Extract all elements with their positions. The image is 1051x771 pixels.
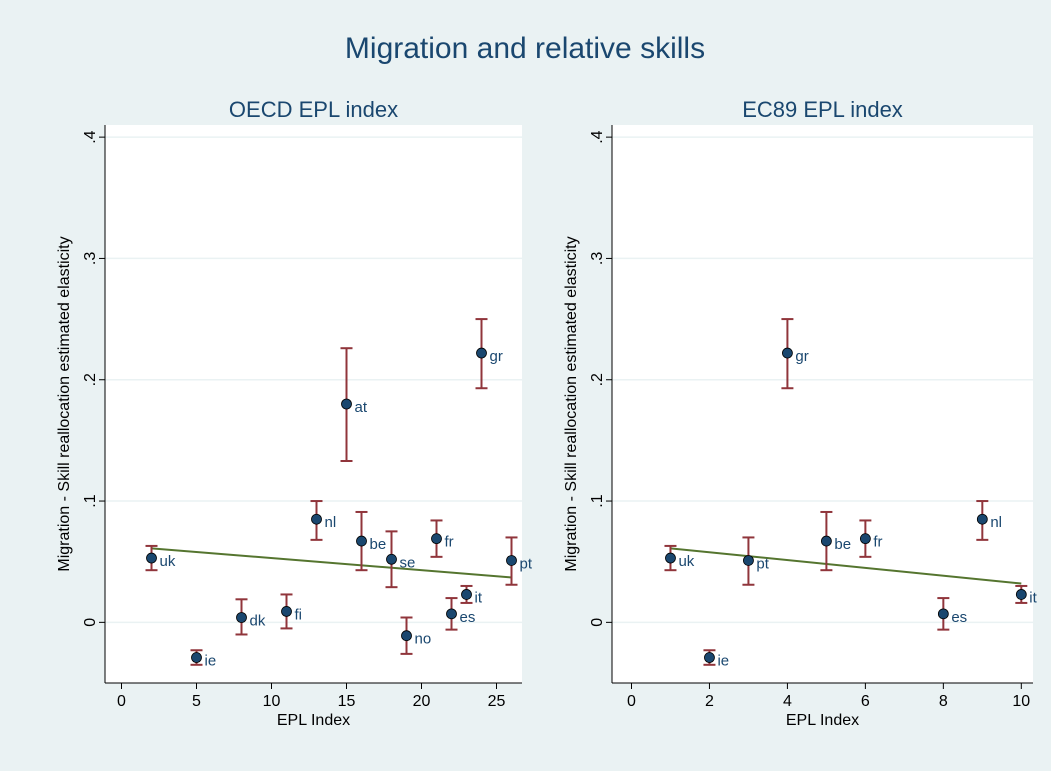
y-tick-label: .4 <box>589 130 606 143</box>
fit-line <box>151 547 512 579</box>
point-label: at <box>355 399 368 416</box>
y-tick-label: .2 <box>82 373 99 386</box>
x-tick-label: 25 <box>488 693 506 710</box>
point <box>1015 589 1027 600</box>
x-tick-label: 15 <box>338 693 356 710</box>
y-tick-label: .3 <box>82 252 99 265</box>
y-tick-label: 0 <box>82 618 99 627</box>
y-tick-label: .2 <box>589 373 606 386</box>
point <box>191 652 202 663</box>
point <box>281 606 292 617</box>
point-label: nl <box>990 514 1002 531</box>
point <box>356 535 367 547</box>
y-tick-label: .1 <box>82 494 99 507</box>
point-label: it <box>475 589 483 606</box>
x-tick-label: 6 <box>861 693 870 710</box>
x-tick-label: 0 <box>627 693 636 710</box>
x-tick-label: 4 <box>783 693 792 710</box>
point <box>236 612 247 623</box>
point-label: se <box>400 554 416 571</box>
x-tick-label: 0 <box>117 693 126 710</box>
point <box>476 347 487 359</box>
x-tick-label: 20 <box>413 693 431 710</box>
point-label: nl <box>325 514 337 531</box>
point-label: ie <box>205 653 217 670</box>
x-tick-label: 10 <box>263 693 281 710</box>
point-label: gr <box>490 348 503 365</box>
point <box>782 347 793 359</box>
x-tick-label: 8 <box>939 693 948 710</box>
point-label: ie <box>717 653 729 670</box>
x-tick-label: 10 <box>1012 693 1030 710</box>
x-axis-label: EPL Index <box>786 712 859 729</box>
point <box>341 398 352 410</box>
point <box>386 553 397 565</box>
panel-title: OECD EPL index <box>229 97 398 122</box>
point <box>311 513 322 525</box>
y-tick-label: .3 <box>589 252 606 265</box>
point <box>446 608 457 620</box>
point-label: uk <box>160 553 176 570</box>
point <box>146 552 157 564</box>
y-axis-label: Migration - Skill reallocation estimated… <box>56 236 73 571</box>
point <box>401 630 412 642</box>
plot-area <box>105 125 522 683</box>
point-label: it <box>1029 589 1037 606</box>
x-axis-label: EPL Index <box>277 712 350 729</box>
point <box>431 533 442 545</box>
point-label: no <box>415 631 432 648</box>
y-tick-label: .1 <box>589 494 606 507</box>
y-axis-label: Migration - Skill reallocation estimated… <box>563 236 580 571</box>
point <box>976 513 988 525</box>
point <box>937 608 949 620</box>
y-tick-label: 0 <box>589 618 606 627</box>
point <box>859 533 871 545</box>
fit-line <box>670 547 1022 585</box>
point-label: be <box>370 536 387 553</box>
x-tick-label: 5 <box>192 693 201 710</box>
point-label: es <box>951 609 967 626</box>
point-label: fi <box>295 606 303 623</box>
point <box>704 652 715 663</box>
point-label: fr <box>445 534 454 551</box>
point-label: gr <box>795 348 808 365</box>
point-label: uk <box>678 553 694 570</box>
panel-title: EC89 EPL index <box>742 97 903 122</box>
x-tick-label: 2 <box>705 693 714 710</box>
point <box>461 589 472 600</box>
point-label: fr <box>873 534 882 551</box>
point-label: pt <box>520 555 533 572</box>
point-label: dk <box>250 612 266 629</box>
plot-area <box>612 125 1033 683</box>
point <box>820 535 832 547</box>
point-label: be <box>834 536 851 553</box>
chart-title: Migration and relative skills <box>345 32 705 65</box>
point-label: pt <box>756 555 769 572</box>
y-tick-label: .4 <box>82 130 99 143</box>
point-label: es <box>460 609 476 626</box>
point <box>743 555 754 566</box>
point <box>665 552 676 564</box>
point <box>506 555 517 566</box>
